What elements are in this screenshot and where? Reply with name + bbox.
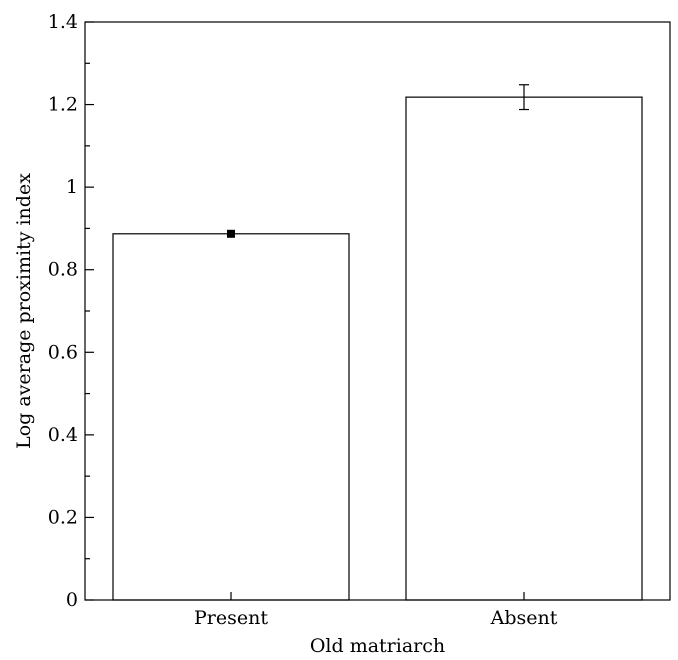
y-tick-label: 0.2 (48, 506, 78, 528)
y-tick-label: 0.6 (48, 341, 78, 363)
x-tick-label-absent: Absent (490, 607, 558, 629)
bar-present (112, 233, 350, 601)
plot-frame (84, 21, 671, 601)
y-tick-label: 1.4 (48, 11, 78, 33)
y-axis: 0 0.2 0.4 0.6 0.8 1 1.2 1.4 (48, 11, 94, 611)
y-axis-title: Log average proximity index (13, 173, 35, 449)
error-bar-absent (519, 84, 529, 111)
error-bar-present (227, 229, 235, 238)
x-tick-label-present: Present (194, 607, 268, 629)
bars (112, 96, 643, 601)
error-bars (227, 84, 529, 238)
bar-absent (405, 96, 643, 601)
y-tick-label: 0.4 (48, 424, 78, 446)
y-tick-label: 1 (66, 176, 78, 198)
error-marker (227, 229, 235, 238)
y-tick-label: 0 (66, 589, 78, 611)
x-axis-title: Old matriarch (310, 635, 445, 657)
x-axis: Present Absent (194, 592, 558, 629)
y-tick-label: 0.8 (48, 259, 78, 281)
y-tick-label: 1.2 (48, 94, 78, 116)
